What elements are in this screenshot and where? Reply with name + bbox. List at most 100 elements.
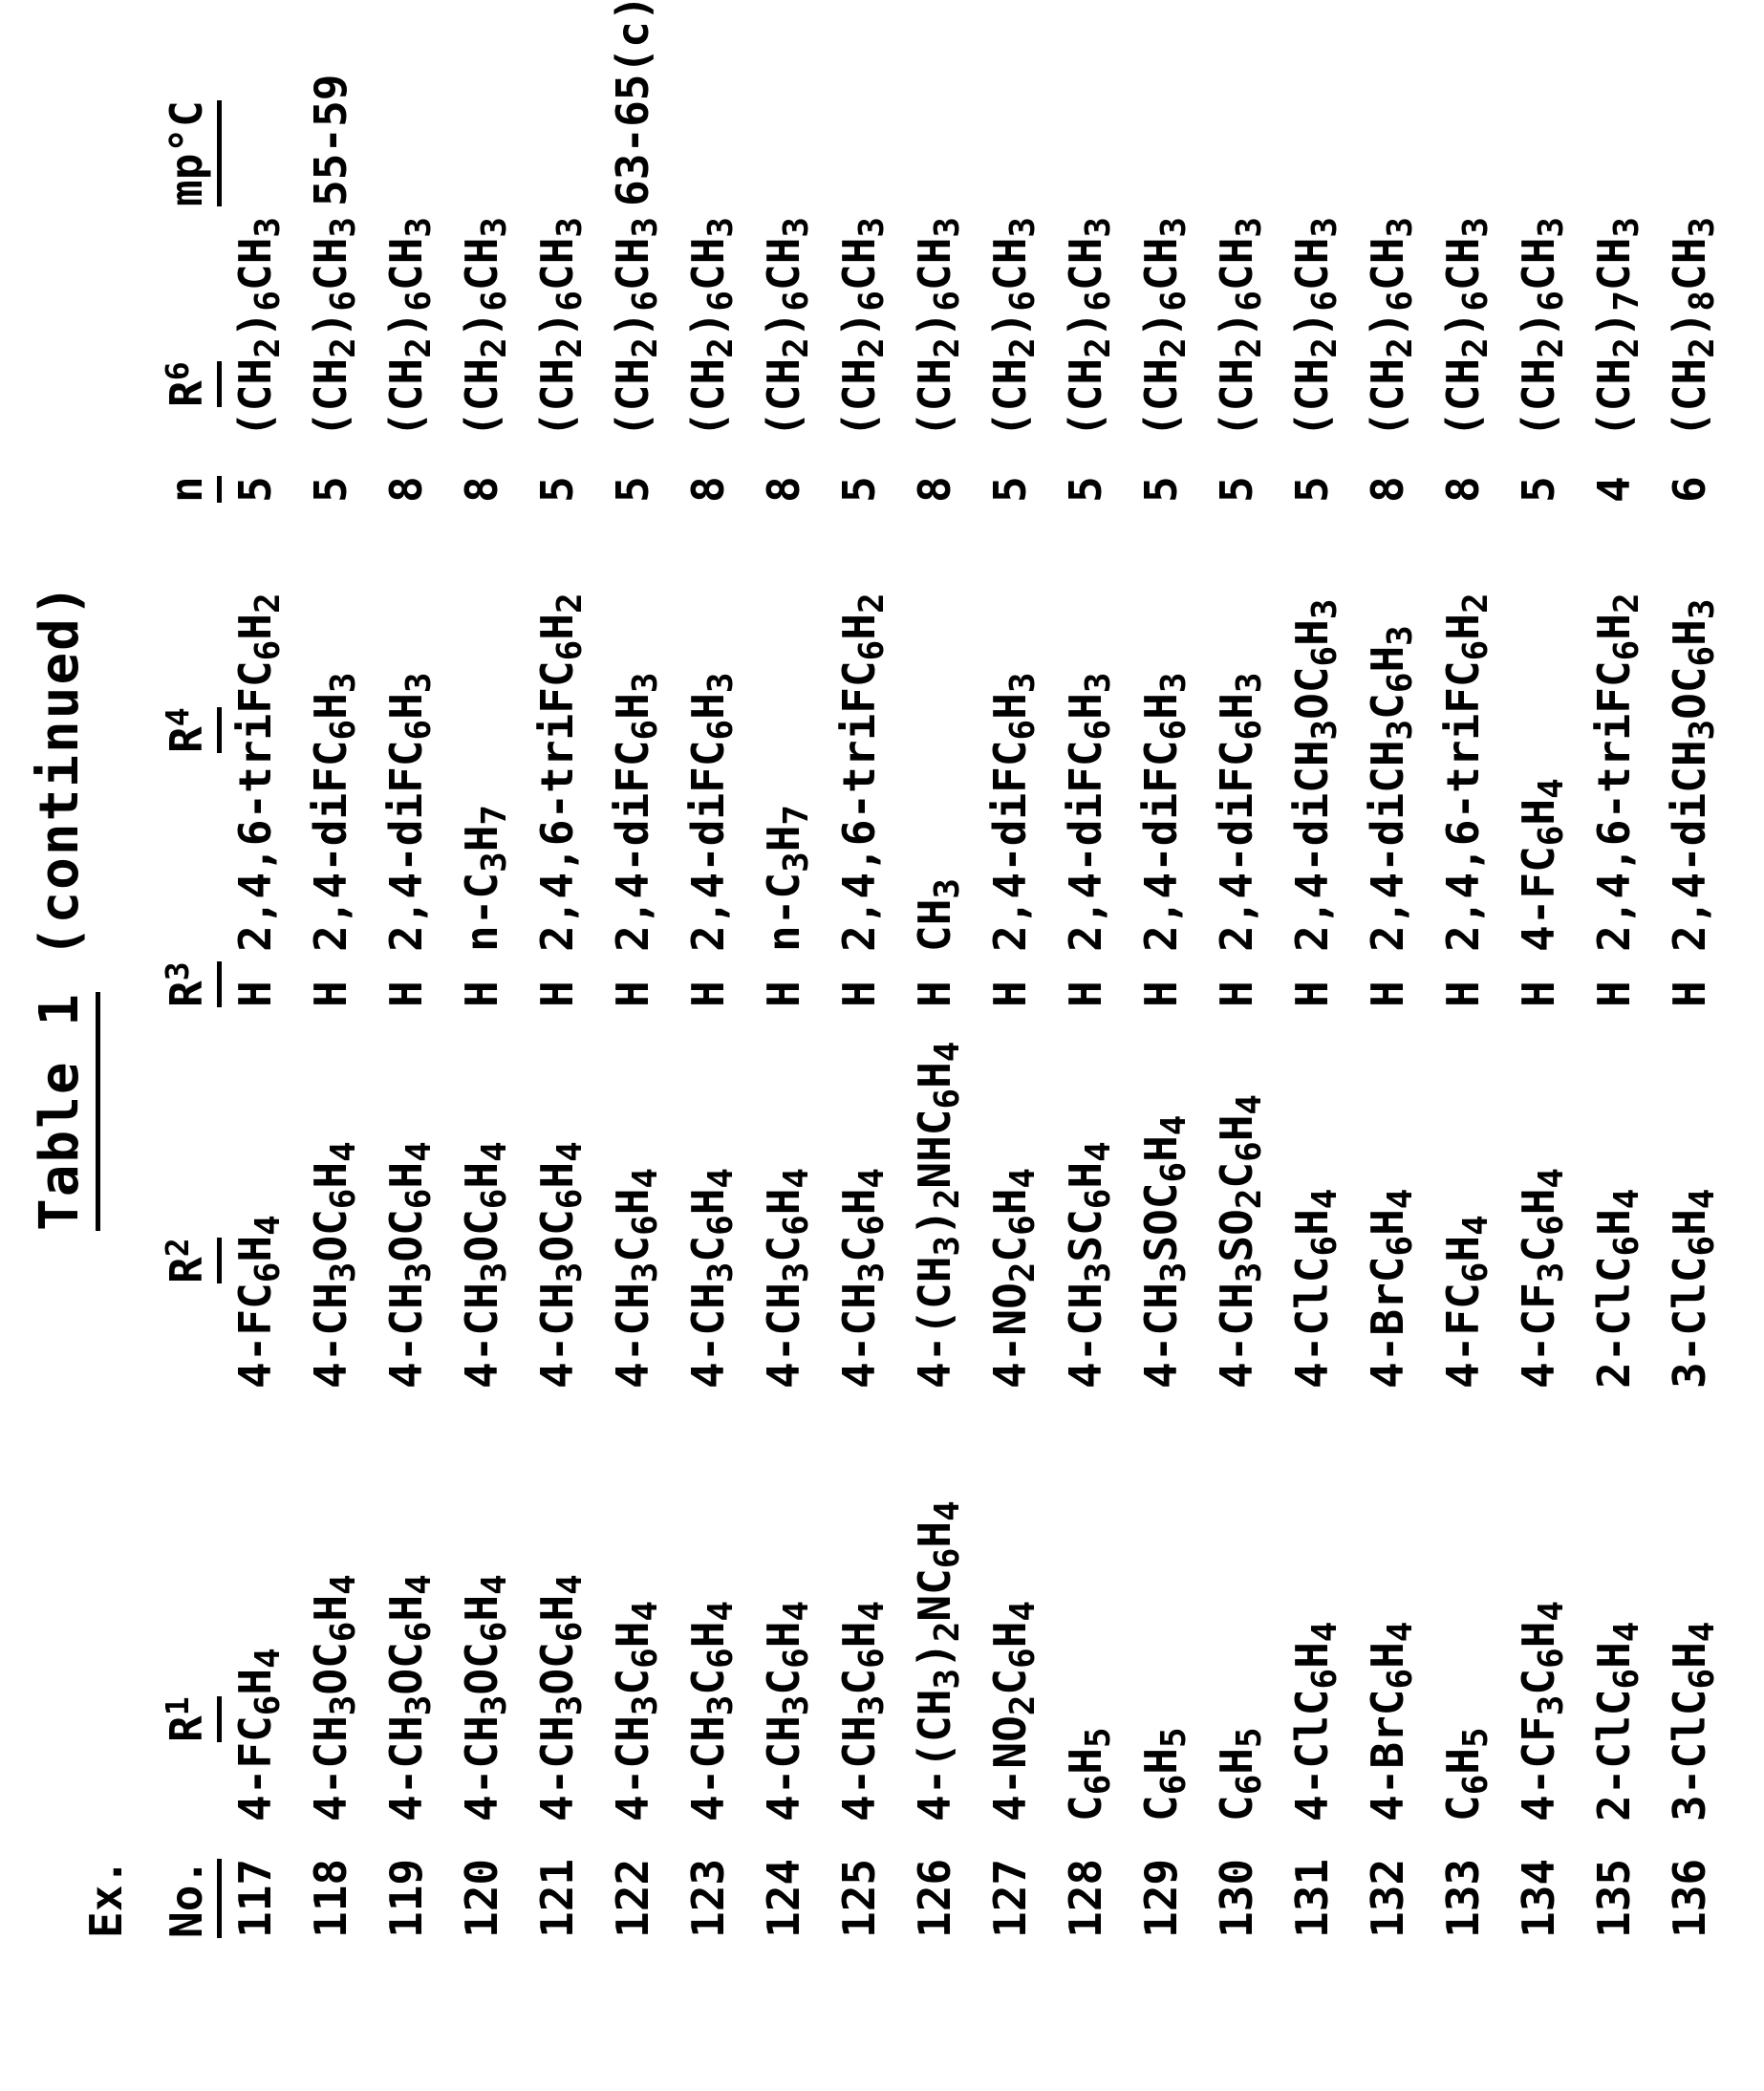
cell-r3: H xyxy=(1211,981,1262,1007)
cell-r3: H xyxy=(984,981,1036,1007)
cell-r1: 4-NO2C6H4 xyxy=(984,1600,1043,1822)
cell-r6: (CH2)6CH3 xyxy=(909,216,967,438)
table-row: 120 4-CH3OC6H4 4-CH3OC6H4 H n-C3H7 8 (CH… xyxy=(456,0,514,2091)
cell-r1: 4-CH3C6H4 xyxy=(833,1600,892,1822)
cell-r3: H xyxy=(229,981,281,1007)
cell-ex-no: 130 xyxy=(1211,1858,1262,1938)
cell-r6: (CH2)6CH3 xyxy=(682,216,741,438)
cell-r1: 4-CH3C6H4 xyxy=(758,1600,816,1822)
cell-ex-no: 120 xyxy=(456,1858,507,1938)
cell-r2: 4-CH3OC6H4 xyxy=(531,1141,590,1389)
cell-r1: C6H5 xyxy=(1135,1727,1194,1822)
cell-ex-no: 132 xyxy=(1362,1858,1413,1938)
cell-r4: 2,4,6-triFC6H2 xyxy=(1588,593,1646,952)
cell-r2: 4-CH3OC6H4 xyxy=(305,1141,363,1389)
cell-r3: H xyxy=(1362,981,1413,1007)
header-r3: R3 xyxy=(159,961,222,1007)
cell-r4: 2,4-diFC6H3 xyxy=(607,672,665,952)
table-row: 119 4-CH3OC6H4 4-CH3OC6H4 H 2,4-diFC6H3 … xyxy=(380,0,439,2091)
cell-ex-no: 133 xyxy=(1437,1858,1489,1938)
cell-r6: (CH2)6CH3 xyxy=(1135,216,1194,438)
cell-n: 8 xyxy=(909,476,960,503)
cell-r3: H xyxy=(1060,981,1111,1007)
cell-ex-no: 122 xyxy=(607,1858,658,1938)
cell-r4: 2,4,6-triFC6H2 xyxy=(833,593,892,952)
table-row: 131 4-ClC6H4 4-ClC6H4 H 2,4-diCH3OC6H3 5… xyxy=(1286,0,1345,2091)
cell-n: 5 xyxy=(1211,476,1262,503)
cell-ex-no: 123 xyxy=(682,1858,734,1938)
cell-n: 5 xyxy=(1286,476,1338,503)
cell-r6: (CH2)6CH3 xyxy=(607,216,665,438)
cell-r2: 4-(CH3)2NHC6H4 xyxy=(909,1041,967,1389)
cell-r3: H xyxy=(380,981,432,1007)
ex-label: Ex. xyxy=(80,1858,132,1938)
table-title: Table 1 (continued) xyxy=(29,582,100,1231)
table-row: 130 C6H5 4-CH3SO2C6H4 H 2,4-diFC6H3 5 (C… xyxy=(1211,0,1269,2091)
cell-r6: (CH2)6CH3 xyxy=(380,216,439,438)
cell-n: 8 xyxy=(758,476,809,503)
cell-r1: 4-CH3C6H4 xyxy=(682,1600,741,1822)
cell-ex-no: 128 xyxy=(1060,1858,1111,1938)
cell-ex-no: 131 xyxy=(1286,1858,1338,1938)
cell-r6: (CH2)6CH3 xyxy=(456,216,514,438)
cell-n: 5 xyxy=(305,476,356,503)
table-row: 136 3-ClC6H4 3-ClC6H4 H 2,4-diCH3OC6H3 6… xyxy=(1664,0,1722,2091)
cell-r3: H xyxy=(531,981,583,1007)
cell-r3: H xyxy=(909,981,960,1007)
header-mp: mp°C xyxy=(161,100,222,206)
cell-r3: H xyxy=(1286,981,1338,1007)
cell-r1: 4-BrC6H4 xyxy=(1362,1621,1420,1822)
cell-ex-no: 124 xyxy=(758,1858,809,1938)
cell-r4: n-C3H7 xyxy=(758,804,816,952)
cell-ex-no: 118 xyxy=(305,1858,356,1938)
cell-r2: 4-CH3C6H4 xyxy=(758,1167,816,1389)
cell-r6: (CH2)6CH3 xyxy=(1060,216,1118,438)
table-title-rest: (continued) xyxy=(29,582,91,992)
cell-n: 8 xyxy=(682,476,734,503)
cell-r1: 4-CH3C6H4 xyxy=(607,1600,665,1822)
cell-r6: (CH2)6CH3 xyxy=(1437,216,1495,438)
cell-ex-no: 127 xyxy=(984,1858,1036,1938)
cell-r3: H xyxy=(1437,981,1489,1007)
cell-r4: 2,4-diCH3OC6H3 xyxy=(1664,598,1722,952)
table-row: 127 4-NO2C6H4 4-NO2C6H4 H 2,4-diFC6H3 5 … xyxy=(984,0,1043,2091)
header-n: n xyxy=(161,476,222,503)
header-no: No. xyxy=(161,1858,222,1938)
header-r2: R2 xyxy=(159,1238,222,1283)
cell-r6: (CH2)6CH3 xyxy=(1286,216,1345,438)
cell-mp: 63-65(c) xyxy=(607,0,658,206)
cell-mp: 55-59 xyxy=(305,74,356,206)
cell-r3: H xyxy=(1588,981,1640,1007)
table-row: 123 4-CH3C6H4 4-CH3C6H4 H 2,4-diFC6H3 8 … xyxy=(682,0,741,2091)
cell-r3: H xyxy=(833,981,885,1007)
cell-r1: C6H5 xyxy=(1437,1727,1495,1822)
table-row: 125 4-CH3C6H4 4-CH3C6H4 H 2,4,6-triFC6H2… xyxy=(833,0,892,2091)
cell-r1: 4-CH3OC6H4 xyxy=(380,1574,439,1822)
cell-r2: 4-CH3OC6H4 xyxy=(380,1141,439,1389)
cell-r1: 3-ClC6H4 xyxy=(1664,1621,1722,1822)
table-row: 121 4-CH3OC6H4 4-CH3OC6H4 H 2,4,6-triFC6… xyxy=(531,0,590,2091)
cell-r2: 4-CH3SO2C6H4 xyxy=(1211,1093,1269,1389)
cell-r1: C6H5 xyxy=(1060,1727,1118,1822)
cell-r6: (CH2)6CH3 xyxy=(1211,216,1269,438)
cell-r4: 2,4-diFC6H3 xyxy=(1135,672,1194,952)
cell-r3: H xyxy=(758,981,809,1007)
cell-ex-no: 134 xyxy=(1513,1858,1564,1938)
table-row: 133 C6H5 4-FC6H4 H 2,4,6-triFC6H2 8 (CH2… xyxy=(1437,0,1495,2091)
table-row: 132 4-BrC6H4 4-BrC6H4 H 2,4-diCH3C6H3 8 … xyxy=(1362,0,1420,2091)
cell-n: 5 xyxy=(833,476,885,503)
cell-r2: 4-CH3C6H4 xyxy=(833,1167,892,1389)
cell-r4: 2,4-diCH3OC6H3 xyxy=(1286,598,1345,952)
cell-r2: 4-CH3SC6H4 xyxy=(1060,1141,1118,1389)
header-r6: R6 xyxy=(159,361,222,407)
cell-r1: 4-CH3OC6H4 xyxy=(305,1574,363,1822)
cell-ex-no: 119 xyxy=(380,1858,432,1938)
table-title-underlined: Table 1 xyxy=(29,991,100,1231)
cell-ex-no: 129 xyxy=(1135,1858,1187,1938)
table-row: 135 2-ClC6H4 2-ClC6H4 H 2,4,6-triFC6H2 4… xyxy=(1588,0,1646,2091)
cell-n: 5 xyxy=(229,476,281,503)
cell-r4: 2,4-diFC6H3 xyxy=(380,672,439,952)
cell-n: 8 xyxy=(456,476,507,503)
cell-r1: 4-CH3OC6H4 xyxy=(456,1574,514,1822)
